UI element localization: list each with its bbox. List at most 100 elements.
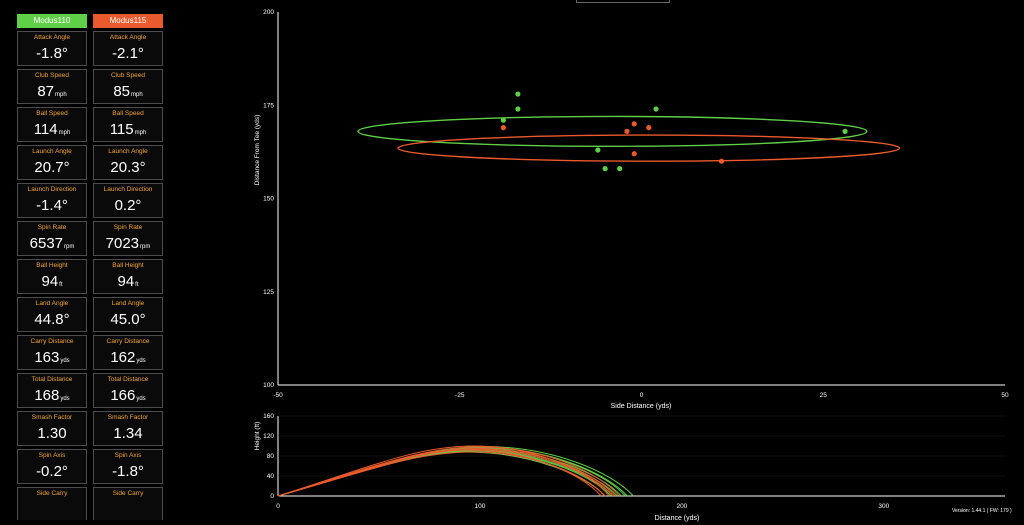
trajectory-line[interactable]: [277, 451, 606, 497]
metric-unit: yds: [136, 358, 146, 364]
shot-legend[interactable]: [576, 0, 670, 3]
metric-value: 1.30: [37, 425, 67, 442]
metric-tile[interactable]: Total Distance 168yds: [17, 373, 87, 408]
metric-tile[interactable]: Ball Speed 115mph: [93, 107, 163, 142]
metric-tile[interactable]: Carry Distance 163yds: [17, 335, 87, 370]
metric-tile[interactable]: Attack Angle -2.1°: [93, 31, 163, 66]
shot-point[interactable]: [595, 147, 601, 153]
dispersion-ellipse: [357, 115, 868, 147]
metric-value-row: -0.2°: [18, 463, 86, 481]
metric-value: 1.34: [113, 425, 143, 442]
metric-tile[interactable]: Spin Axis -1.8°: [93, 449, 163, 484]
shot-point[interactable]: [515, 106, 521, 112]
trajectory-axes: 0 40 80 120 160 0 100 200 300: [263, 413, 1005, 510]
metric-value: -0.2: [36, 463, 62, 480]
metric-value-row: 44.8°: [18, 311, 86, 329]
metric-value: 87: [37, 83, 54, 100]
shot-point[interactable]: [631, 121, 637, 127]
trajectory-y-tick: 0: [270, 493, 274, 500]
metric-tile[interactable]: Launch Angle 20.7°: [17, 145, 87, 180]
shot-point[interactable]: [617, 166, 623, 172]
shot-point[interactable]: [500, 125, 506, 131]
metric-tile[interactable]: Total Distance 166yds: [93, 373, 163, 408]
shot-point[interactable]: [602, 166, 608, 172]
metric-value-row: 1.34: [94, 425, 162, 443]
dispersion-chart: -50 -25 0 25 50 100 125 150 175 200 Side Distance…: [254, 9, 1009, 410]
metric-label: Attack Angle: [33, 34, 71, 41]
shot-point[interactable]: [500, 117, 506, 123]
club-header-modus115[interactable]: Modus115: [93, 14, 163, 28]
dispersion-y-tick: 175: [263, 102, 274, 109]
metric-tile[interactable]: Club Speed 87mph: [17, 69, 87, 104]
shot-point[interactable]: [653, 106, 659, 112]
metric-tile[interactable]: Land Angle 44.8°: [17, 297, 87, 332]
shot-point[interactable]: [515, 91, 521, 97]
metric-tile[interactable]: Ball Speed 114mph: [17, 107, 87, 142]
metric-value: 94: [117, 273, 135, 290]
metric-tile[interactable]: Spin Rate 6537rpm: [17, 221, 87, 256]
shot-point[interactable]: [646, 125, 652, 131]
metric-label: Side Carry: [36, 490, 68, 497]
metric-tile[interactable]: Carry Distance 162yds: [93, 335, 163, 370]
metric-tile[interactable]: Attack Angle -1.8°: [17, 31, 87, 66]
trajectory-x-tick: 300: [878, 503, 889, 510]
trajectory-y-tick: 40: [267, 473, 275, 480]
metric-label: Land Angle: [35, 300, 69, 307]
metric-label: Launch Angle: [108, 148, 148, 155]
trajectory-marks: [277, 445, 634, 497]
metric-unit: °: [61, 45, 68, 62]
metric-tile[interactable]: Side Carry: [17, 487, 87, 520]
metric-label: Club Speed: [35, 72, 69, 79]
metric-unit: yds: [60, 358, 70, 364]
metric-value: 6537: [29, 235, 64, 252]
dispersion-y-tick: 150: [263, 196, 274, 203]
metric-tile[interactable]: Launch Direction -1.4°: [17, 183, 87, 218]
metric-unit: rpm: [140, 244, 151, 250]
trajectory-line[interactable]: [277, 449, 614, 497]
trajectory-line[interactable]: [277, 447, 616, 497]
metric-value: 20.3: [110, 159, 140, 176]
shot-point[interactable]: [624, 128, 630, 134]
trajectory-line[interactable]: [277, 449, 618, 497]
metric-tile[interactable]: Smash Factor 1.30: [17, 411, 87, 446]
metric-tile[interactable]: Club Speed 85mph: [93, 69, 163, 104]
dispersion-y-tick: 100: [263, 382, 274, 389]
metric-value-row: 162yds: [94, 349, 162, 367]
version-label: Version: 1.44.1 ( FW: 179 ): [952, 508, 1012, 514]
metric-tile[interactable]: Launch Angle 20.3°: [93, 145, 163, 180]
shot-point[interactable]: [842, 128, 848, 134]
metric-tile[interactable]: Ball Height 94ft: [17, 259, 87, 294]
club-header-modus110[interactable]: Modus110: [17, 14, 87, 28]
metric-tile[interactable]: Land Angle 45.0°: [93, 297, 163, 332]
metric-value-row: 115mph: [94, 121, 162, 139]
shot-point[interactable]: [631, 151, 637, 157]
metric-tile[interactable]: Side Carry: [93, 487, 163, 520]
metric-value-row: 45.0°: [94, 311, 162, 329]
metric-label: Spin Rate: [37, 224, 67, 231]
dispersion-x-tick: -25: [455, 392, 465, 399]
metric-value: 162: [110, 349, 136, 366]
metric-value-row: 87mph: [18, 83, 86, 101]
metric-tile[interactable]: Spin Rate 7023rpm: [93, 221, 163, 256]
trajectory-y-tick: 80: [267, 453, 275, 460]
trajectory-y-tick: 120: [263, 433, 274, 440]
metric-value: -1.8: [112, 463, 138, 480]
metric-tile[interactable]: Smash Factor 1.34: [93, 411, 163, 446]
metric-label: Spin Axis: [114, 452, 142, 459]
metric-tile[interactable]: Launch Direction 0.2°: [93, 183, 163, 218]
metric-label: Ball Speed: [36, 110, 68, 117]
metric-unit: mph: [134, 130, 147, 136]
metric-unit: mph: [58, 130, 71, 136]
trajectory-y-label: Height (ft): [254, 422, 261, 451]
trajectory-line[interactable]: [277, 448, 614, 497]
trajectory-line[interactable]: [277, 446, 620, 497]
metric-value: 20.7: [34, 159, 64, 176]
trajectory-x-tick: 200: [676, 503, 687, 510]
shot-point[interactable]: [718, 158, 725, 164]
metric-value: -2.1: [112, 45, 138, 62]
dispersion-x-tick: -50: [273, 392, 283, 399]
metric-tile[interactable]: Ball Height 94ft: [93, 259, 163, 294]
metric-tile[interactable]: Spin Axis -0.2°: [17, 449, 87, 484]
metric-value-row: 1.30: [18, 425, 86, 443]
metric-value: 44.8: [34, 311, 64, 328]
